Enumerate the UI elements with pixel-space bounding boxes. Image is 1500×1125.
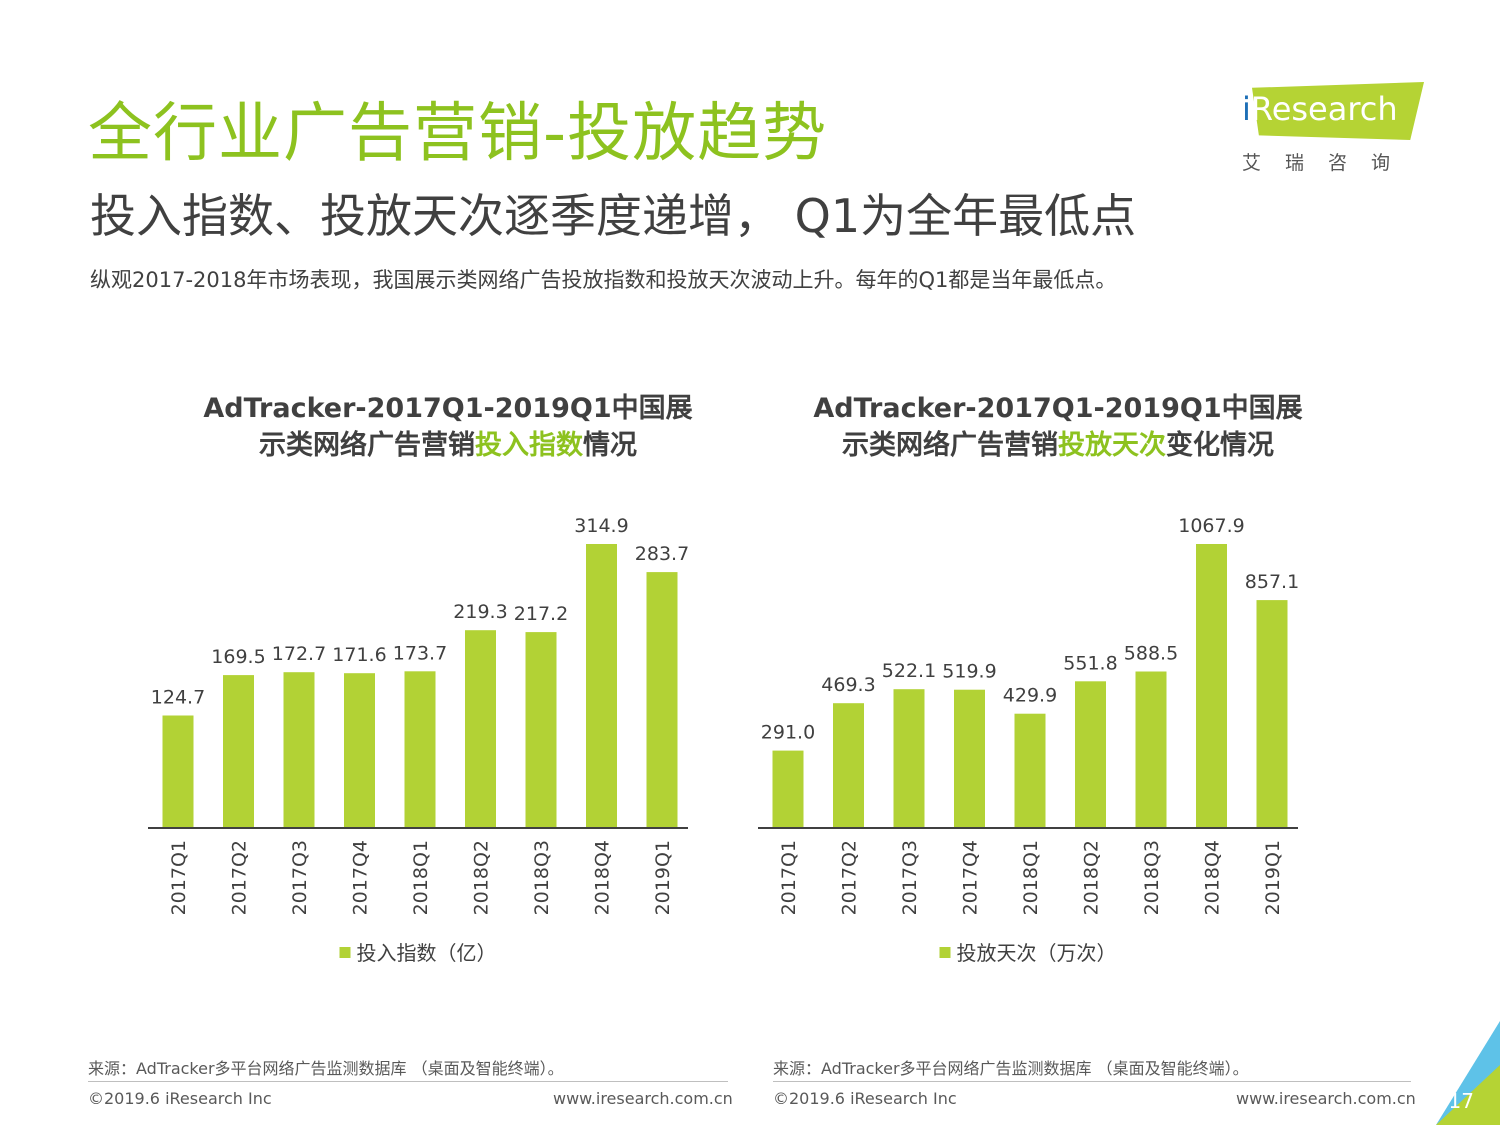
bar-2018Q3 (1135, 671, 1167, 828)
x-tick-label: 2017Q2 (839, 840, 861, 915)
data-label-2017Q1: 124.7 (151, 687, 205, 709)
bar-2017Q4 (344, 673, 375, 828)
source-note-right: 来源：AdTracker多平台网络广告监测数据库 （桌面及智能终端）。 (773, 1059, 1249, 1078)
x-tick-label: 2017Q2 (229, 840, 251, 915)
data-label-2018Q4: 1067.9 (1178, 515, 1244, 537)
bar-2017Q1 (162, 715, 194, 828)
logo-badge (1252, 82, 1424, 140)
data-label-2017Q4: 171.6 (332, 644, 386, 666)
x-tick-label: 2018Q2 (1081, 840, 1103, 915)
data-label-2017Q2: 469.3 (821, 674, 875, 696)
copyright-left: ©2019.6 iResearch Inc (88, 1089, 272, 1108)
chart-plot: 124.7 2017Q1 169.5 2017Q2 172.7 2017Q3 171.6 20… (148, 515, 689, 965)
x-tick-label: 2017Q1 (168, 840, 190, 915)
x-tick-label: 2017Q1 (778, 840, 800, 915)
logo-chinese-name: 艾瑞咨询 (1242, 152, 1415, 174)
x-tick-label: 2018Q2 (471, 840, 493, 915)
website-right[interactable]: www.iresearch.com.cn (1236, 1089, 1416, 1108)
bar-2017Q2 (833, 703, 864, 828)
data-label-2018Q3: 217.2 (514, 603, 568, 625)
bar-2017Q3 (283, 672, 315, 828)
x-tick-label: 2017Q4 (960, 840, 982, 915)
bar-2017Q3 (893, 689, 925, 828)
bar-2017Q4 (954, 689, 985, 828)
data-label-2018Q3: 588.5 (1124, 643, 1178, 665)
x-tick-label: 2018Q1 (1020, 840, 1042, 915)
chart-investment-index: AdTracker-2017Q1-2019Q1中国展 示类网络广告营销投入指数情… (128, 390, 768, 980)
legend-swatch (939, 947, 951, 958)
x-tick-label: 2018Q3 (531, 840, 553, 915)
x-tick-label: 2018Q4 (1202, 840, 1224, 915)
chart-title: AdTracker-2017Q1-2019Q1中国展 示类网络广告营销投入指数情… (203, 393, 693, 461)
bar-2019Q1 (1256, 600, 1288, 828)
bar-2017Q2 (223, 675, 254, 828)
data-label-2018Q4: 314.9 (574, 515, 628, 537)
bar-2018Q4 (1196, 544, 1227, 828)
data-label-2018Q1: 173.7 (393, 642, 447, 664)
legend-swatch (339, 947, 351, 958)
data-label-2017Q1: 291.0 (761, 722, 815, 744)
footer-divider-left (88, 1081, 728, 1082)
x-tick-label: 2019Q1 (1262, 840, 1284, 915)
data-label-2017Q2: 169.5 (211, 646, 265, 668)
x-tick-label: 2018Q3 (1141, 840, 1163, 915)
intro-text: 纵观2017-2018年市场表现，我国展示类网络广告投放指数和投放天次波动上升。… (90, 268, 1117, 292)
page-subtitle: 投入指数、投放天次逐季度递增， Q1为全年最低点 (90, 189, 1137, 243)
x-tick-label: 2018Q4 (592, 840, 614, 915)
legend-label: 投入指数（亿） (357, 941, 497, 965)
bar-2018Q4 (586, 544, 617, 828)
logo-wordmark: iResearch (1242, 90, 1398, 128)
x-tick-label: 2017Q4 (350, 840, 372, 915)
data-label-2017Q3: 172.7 (272, 643, 326, 665)
bar-2017Q1 (772, 750, 804, 828)
x-tick-label: 2017Q3 (289, 840, 311, 915)
bar-2018Q2 (465, 630, 496, 828)
source-note-left: 来源：AdTracker多平台网络广告监测数据库 （桌面及智能终端）。 (88, 1059, 564, 1078)
footer-divider-right (773, 1081, 1411, 1082)
data-label-2017Q3: 522.1 (882, 660, 936, 682)
website-left[interactable]: www.iresearch.com.cn (553, 1089, 733, 1108)
data-label-2017Q4: 519.9 (942, 661, 996, 683)
page-number: 17 (1448, 1089, 1474, 1113)
data-label-2018Q2: 219.3 (453, 601, 507, 623)
legend-label: 投放天次（万次） (957, 941, 1117, 965)
x-tick-label: 2017Q3 (899, 840, 921, 915)
bar-2018Q1 (1014, 713, 1046, 828)
iresearch-logo: iResearch 艾瑞咨询 (1238, 78, 1428, 178)
bar-2018Q3 (525, 632, 557, 828)
data-label-2019Q1: 283.7 (635, 543, 689, 565)
data-label-2018Q1: 429.9 (1003, 685, 1057, 707)
bar-2018Q1 (404, 671, 436, 828)
data-label-2018Q2: 551.8 (1063, 652, 1117, 674)
copyright-right: ©2019.6 iResearch Inc (773, 1089, 957, 1108)
chart-ad-days: AdTracker-2017Q1-2019Q1中国展 示类网络广告营销投放天次变… (738, 390, 1378, 980)
chart-title: AdTracker-2017Q1-2019Q1中国展 示类网络广告营销投放天次变… (813, 393, 1303, 461)
bar-2018Q2 (1075, 681, 1106, 828)
data-label-2019Q1: 857.1 (1245, 571, 1299, 593)
x-tick-label: 2018Q1 (410, 840, 432, 915)
page-title: 全行业广告营销-投放趋势 (88, 97, 828, 171)
x-tick-label: 2019Q1 (652, 840, 674, 915)
bar-2019Q1 (646, 572, 678, 828)
chart-plot: 291.0 2017Q1 469.3 2017Q2 522.1 2017Q3 519.9 20… (758, 515, 1299, 965)
